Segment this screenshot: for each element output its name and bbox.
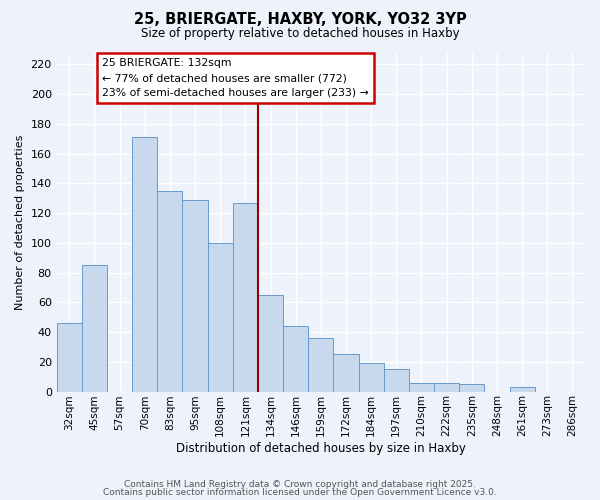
Bar <box>132 138 157 392</box>
Text: Contains public sector information licensed under the Open Government Licence v3: Contains public sector information licen… <box>103 488 497 497</box>
Bar <box>359 364 384 392</box>
Y-axis label: Number of detached properties: Number of detached properties <box>15 134 25 310</box>
Text: 25, BRIERGATE, HAXBY, YORK, YO32 3YP: 25, BRIERGATE, HAXBY, YORK, YO32 3YP <box>134 12 466 28</box>
Bar <box>56 323 82 392</box>
Bar <box>459 384 484 392</box>
Bar <box>334 354 359 392</box>
Text: Contains HM Land Registry data © Crown copyright and database right 2025.: Contains HM Land Registry data © Crown c… <box>124 480 476 489</box>
Bar <box>258 295 283 392</box>
Bar <box>384 369 409 392</box>
X-axis label: Distribution of detached houses by size in Haxby: Distribution of detached houses by size … <box>176 442 466 455</box>
Bar <box>409 382 434 392</box>
Bar <box>283 326 308 392</box>
Bar <box>233 202 258 392</box>
Text: 25 BRIERGATE: 132sqm
← 77% of detached houses are smaller (772)
23% of semi-deta: 25 BRIERGATE: 132sqm ← 77% of detached h… <box>102 58 369 98</box>
Text: Size of property relative to detached houses in Haxby: Size of property relative to detached ho… <box>140 28 460 40</box>
Bar <box>182 200 208 392</box>
Bar <box>308 338 334 392</box>
Bar <box>434 382 459 392</box>
Bar <box>82 265 107 392</box>
Bar <box>208 243 233 392</box>
Bar <box>509 387 535 392</box>
Bar <box>157 191 182 392</box>
